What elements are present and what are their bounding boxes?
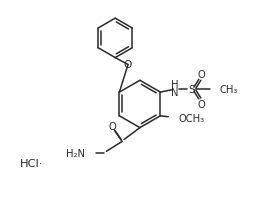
Text: H₂N: H₂N (66, 148, 85, 159)
Text: CH₃: CH₃ (220, 85, 238, 95)
Text: S: S (189, 85, 195, 95)
Text: H: H (171, 80, 179, 90)
Text: O: O (198, 99, 206, 109)
Text: O: O (108, 121, 116, 131)
Text: O: O (124, 60, 132, 70)
Text: HCl·: HCl· (20, 158, 43, 168)
Text: N: N (171, 88, 179, 98)
Text: O: O (198, 70, 206, 80)
Text: OCH₃: OCH₃ (178, 113, 204, 123)
